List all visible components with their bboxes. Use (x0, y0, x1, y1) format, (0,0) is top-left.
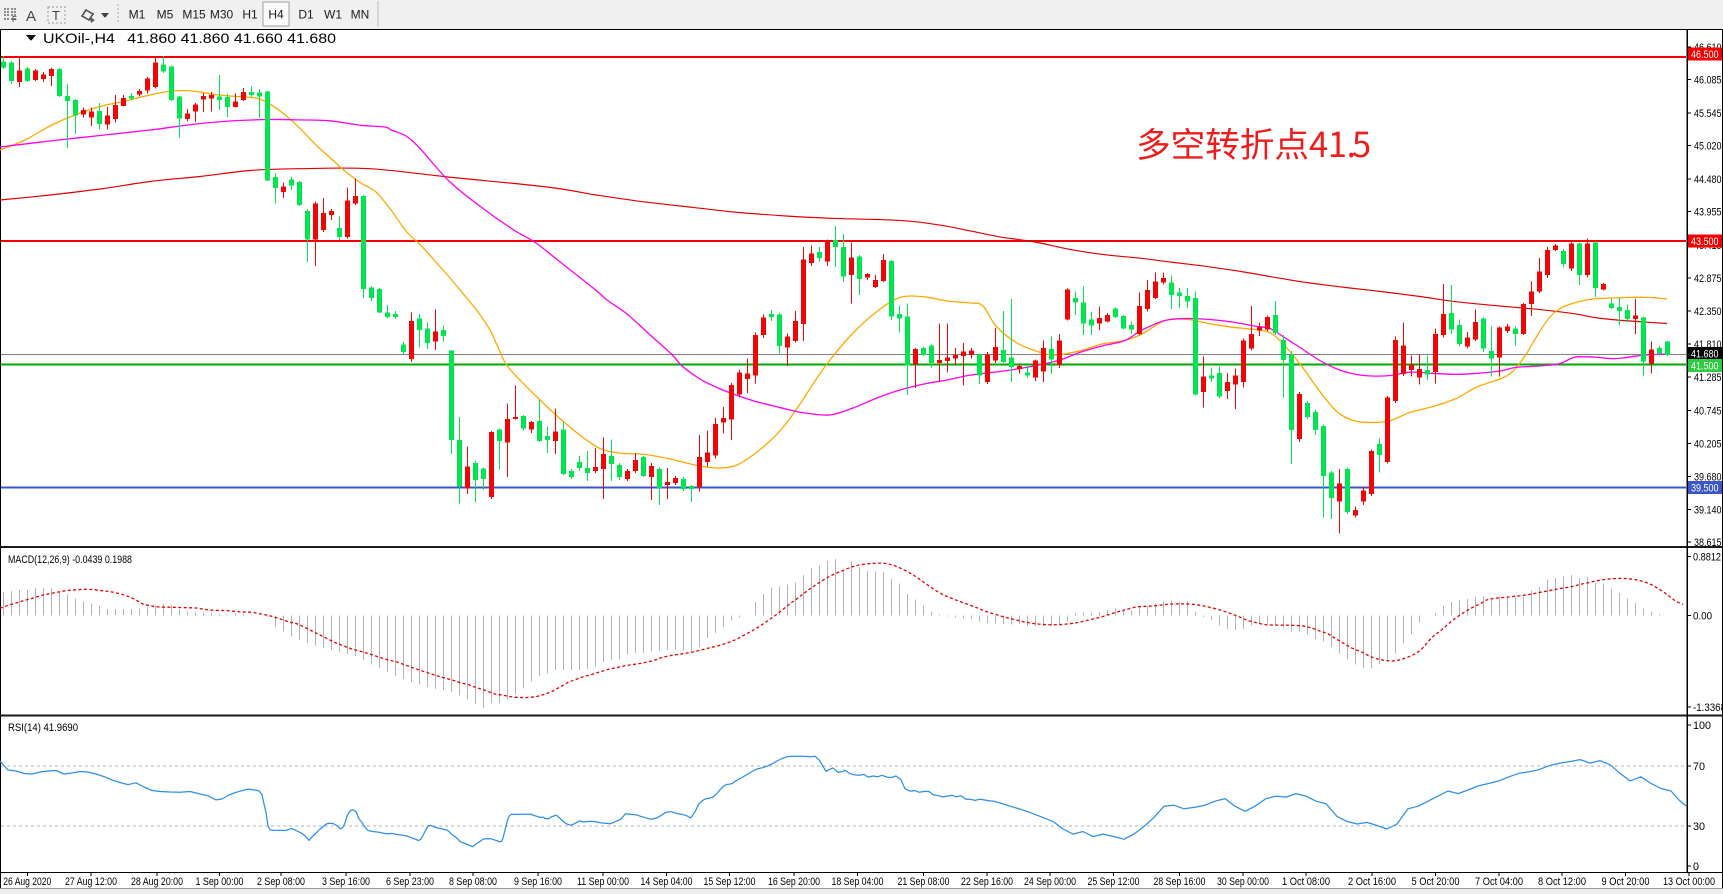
svg-text:M1: M1 (129, 8, 146, 22)
svg-text:H4: H4 (268, 8, 284, 22)
svg-text:8 Oct 12:00: 8 Oct 12:00 (1538, 876, 1586, 888)
svg-text:M30: M30 (210, 8, 234, 22)
svg-text:MN: MN (351, 8, 370, 22)
svg-text:100: 100 (1693, 720, 1711, 732)
svg-text:0: 0 (1693, 861, 1699, 873)
svg-text:8 Sep 08:00: 8 Sep 08:00 (449, 876, 497, 888)
svg-text:W1: W1 (324, 8, 342, 22)
svg-text:7 Oct 04:00: 7 Oct 04:00 (1475, 876, 1523, 888)
svg-text:UKOil-,H4 41.860 41.860 41.66: UKOil-,H4 41.860 41.860 41.660 41.680 (43, 30, 336, 46)
svg-text:45.020: 45.020 (1694, 140, 1722, 152)
svg-text:41.680: 41.680 (1691, 349, 1719, 361)
svg-text:43.500: 43.500 (1691, 236, 1719, 248)
svg-text:26 Aug 2020: 26 Aug 2020 (3, 876, 51, 888)
svg-text:42.875: 42.875 (1694, 273, 1722, 285)
svg-text:A: A (26, 8, 36, 25)
svg-text:9 Oct 20:00: 9 Oct 20:00 (1602, 876, 1650, 888)
svg-text:13 Oct 00:00: 13 Oct 00:00 (1663, 876, 1715, 888)
svg-text:28 Aug 20:00: 28 Aug 20:00 (131, 876, 183, 888)
svg-text:46.500: 46.500 (1691, 49, 1719, 61)
svg-text:H1: H1 (242, 8, 258, 22)
svg-text:44.480: 44.480 (1694, 174, 1722, 186)
svg-text:39.500: 39.500 (1691, 483, 1719, 495)
svg-text:1 Sep 00:00: 1 Sep 00:00 (196, 876, 244, 888)
svg-text:F: F (12, 15, 17, 24)
svg-text:40.205: 40.205 (1694, 439, 1722, 451)
svg-text:27 Aug 12:00: 27 Aug 12:00 (65, 876, 117, 888)
svg-text:2 Sep 08:00: 2 Sep 08:00 (257, 876, 305, 888)
svg-text:RSI(14) 41.9690: RSI(14) 41.9690 (8, 722, 78, 734)
svg-text:1 Oct 08:00: 1 Oct 08:00 (1282, 876, 1330, 888)
svg-text:2 Oct 16:00: 2 Oct 16:00 (1348, 876, 1396, 888)
svg-text:40.745: 40.745 (1694, 405, 1722, 417)
svg-text:30: 30 (1693, 821, 1705, 833)
svg-text:15 Sep 12:00: 15 Sep 12:00 (704, 876, 756, 888)
svg-text:70: 70 (1693, 761, 1705, 773)
svg-text:46.085: 46.085 (1694, 75, 1722, 87)
svg-text:22 Sep 16:00: 22 Sep 16:00 (961, 876, 1013, 888)
svg-text:21 Sep 08:00: 21 Sep 08:00 (898, 876, 950, 888)
svg-text:D1: D1 (298, 8, 314, 22)
svg-text:5 Oct 20:00: 5 Oct 20:00 (1412, 876, 1460, 888)
svg-text:45.545: 45.545 (1694, 108, 1722, 120)
svg-text:11 Sep 00:00: 11 Sep 00:00 (577, 876, 629, 888)
svg-text:41.285: 41.285 (1694, 372, 1722, 384)
svg-text:18 Sep 04:00: 18 Sep 04:00 (832, 876, 884, 888)
svg-text:M5: M5 (157, 8, 174, 22)
svg-text:14 Sep 04:00: 14 Sep 04:00 (641, 876, 693, 888)
svg-text:43.955: 43.955 (1694, 206, 1722, 218)
svg-text:25 Sep 12:00: 25 Sep 12:00 (1088, 876, 1140, 888)
svg-text:39.140: 39.140 (1694, 505, 1722, 517)
svg-text:24 Sep 00:00: 24 Sep 00:00 (1024, 876, 1076, 888)
svg-text:3 Sep 16:00: 3 Sep 16:00 (322, 876, 370, 888)
svg-text:0.8812: 0.8812 (1693, 552, 1721, 564)
svg-text:38.615: 38.615 (1694, 537, 1722, 549)
svg-text:-1.3368: -1.3368 (1693, 702, 1723, 714)
svg-text:M15: M15 (182, 8, 206, 22)
svg-text:0.00: 0.00 (1693, 611, 1712, 623)
svg-text:42.350: 42.350 (1694, 306, 1722, 318)
svg-text:41.500: 41.500 (1691, 361, 1719, 373)
svg-text:9 Sep 16:00: 9 Sep 16:00 (514, 876, 562, 888)
svg-text:T: T (52, 8, 60, 23)
svg-text:MACD(12,26,9) -0.0439 0.1988: MACD(12,26,9) -0.0439 0.1988 (8, 554, 132, 566)
svg-text:28 Sep 16:00: 28 Sep 16:00 (1154, 876, 1206, 888)
svg-text:16 Sep 20:00: 16 Sep 20:00 (768, 876, 820, 888)
svg-text:30 Sep 00:00: 30 Sep 00:00 (1217, 876, 1269, 888)
svg-text:6 Sep 23:00: 6 Sep 23:00 (386, 876, 434, 888)
svg-text:39.680: 39.680 (1694, 471, 1722, 483)
